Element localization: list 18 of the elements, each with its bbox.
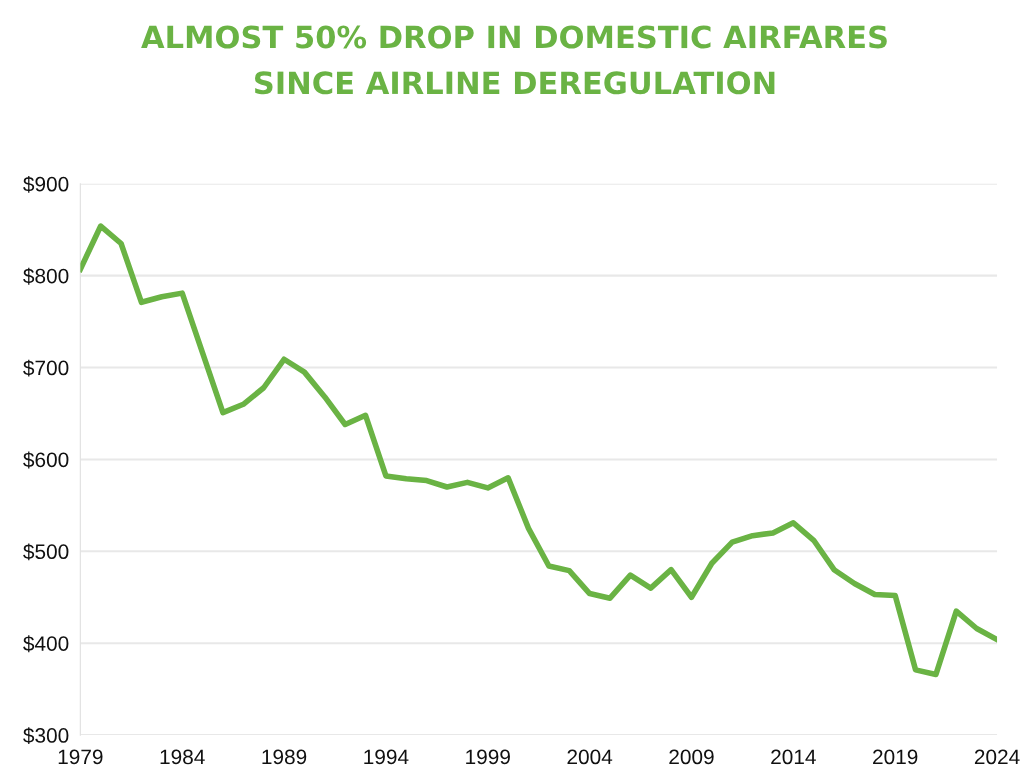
y-tick-label: $900: [23, 175, 69, 193]
x-tick-label: 2009: [669, 749, 714, 765]
x-tick-label: 2014: [771, 749, 816, 765]
x-tick-label: 1979: [58, 749, 103, 765]
x-tick-label: 2024: [974, 749, 1020, 765]
x-tick-label: 1989: [262, 749, 307, 765]
x-tick-label: 1984: [160, 749, 205, 765]
y-tick-label: $400: [23, 635, 69, 653]
chart-title: ALMOST 50% DROP IN DOMESTIC AIRFARES SINCE AIRLINE DEREGULATION: [141, 25, 887, 95]
x-tick-label: 1994: [364, 749, 409, 765]
y-tick-label: $600: [23, 451, 69, 469]
y-tick-label: $800: [23, 267, 69, 285]
x-tick-label: 2019: [873, 749, 918, 765]
x-tick-label: 2004: [567, 749, 613, 765]
y-tick-label: $300: [23, 727, 69, 745]
y-tick-label: $700: [23, 359, 69, 377]
y-tick-label: $500: [23, 543, 69, 561]
x-tick-label: 1999: [466, 749, 510, 765]
